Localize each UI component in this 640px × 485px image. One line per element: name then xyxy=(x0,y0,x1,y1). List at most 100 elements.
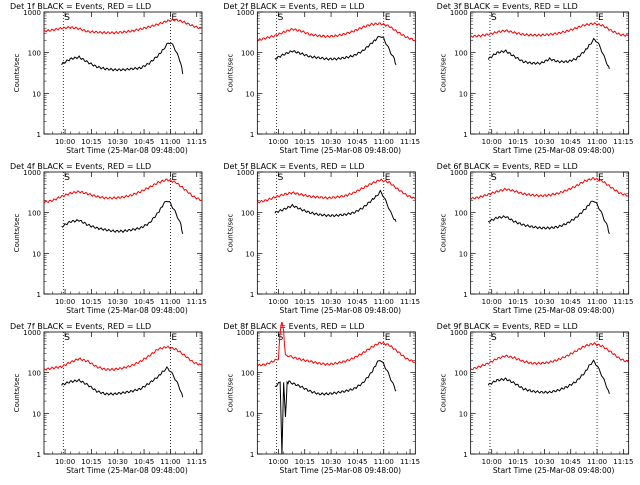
x-tick-label: 10:15 xyxy=(508,458,528,466)
marker-label-e: E xyxy=(171,173,177,183)
marker-label-e: E xyxy=(171,333,177,343)
lld-series-line xyxy=(257,22,416,42)
events-series-line xyxy=(487,359,610,395)
y-tick-label: 10 xyxy=(459,90,468,98)
marker-label-e: E xyxy=(385,333,391,343)
x-tick-label: 10:00 xyxy=(482,458,502,466)
y-tick-label: 1000 xyxy=(23,169,41,177)
events-series-line xyxy=(61,42,184,74)
lld-series-line xyxy=(470,22,629,39)
events-series-line xyxy=(487,200,610,235)
y-tick-label: 10 xyxy=(245,90,254,98)
x-axis-label: Start Time (25-Mar-08 09:48:00) xyxy=(280,306,402,315)
plot-frame xyxy=(43,11,203,135)
x-tick-label: 10:45 xyxy=(134,138,154,146)
y-tick-label: 100 xyxy=(28,370,41,378)
chart-title: Det 3f BLACK = Events, RED = LLD xyxy=(437,2,578,11)
y-tick-label: 1000 xyxy=(23,9,41,17)
series-group xyxy=(470,177,629,235)
marker-label-e: E xyxy=(171,13,177,23)
y-tick-label: 10 xyxy=(245,250,254,258)
y-tick-label: 1 xyxy=(37,131,41,139)
x-tick-label: 11:15 xyxy=(187,458,207,466)
x-tick-label: 10:15 xyxy=(295,458,315,466)
chart-title: Det 7f BLACK = Events, RED = LLD xyxy=(10,322,151,331)
x-tick-label: 10:45 xyxy=(347,138,367,146)
y-axis-label: Counts/sec xyxy=(13,214,21,253)
chart-panel-2: Det 2f BLACK = Events, RED = LLD 1 10 100 10… xyxy=(223,2,420,155)
y-tick-label: 100 xyxy=(454,370,467,378)
lld-series-line xyxy=(44,345,202,372)
lld-series-line xyxy=(257,178,416,204)
y-tick-label: 1000 xyxy=(450,169,468,177)
x-tick-label: 10:00 xyxy=(55,298,75,306)
y-axis-label: Counts/sec xyxy=(226,54,234,93)
x-tick-label: 10:45 xyxy=(347,298,367,306)
x-tick-label: 10:15 xyxy=(295,298,315,306)
x-tick-label: 11:00 xyxy=(374,458,394,466)
x-tick-label: 10:00 xyxy=(268,138,288,146)
y-tick-label: 100 xyxy=(28,50,41,58)
y-tick-label: 1 xyxy=(463,131,467,139)
series-group xyxy=(257,178,416,222)
x-tick-label: 11:15 xyxy=(187,298,207,306)
x-tick-label: 10:30 xyxy=(108,298,128,306)
chart-title: Det 5f BLACK = Events, RED = LLD xyxy=(223,162,364,171)
chart-title: Det 1f BLACK = Events, RED = LLD xyxy=(10,2,151,11)
y-tick-label: 100 xyxy=(454,50,467,58)
x-tick-label: 10:00 xyxy=(268,458,288,466)
events-series-line xyxy=(61,200,184,235)
marker-label-s: S xyxy=(278,333,284,343)
x-tick-label: 10:00 xyxy=(482,138,502,146)
x-tick-label: 10:30 xyxy=(534,138,554,146)
y-tick-label: 1 xyxy=(250,131,254,139)
series-group xyxy=(257,22,416,66)
marker-label-e: E xyxy=(385,173,391,183)
x-axis-label: Start Time (25-Mar-08 09:48:00) xyxy=(66,466,188,475)
x-tick-label: 10:15 xyxy=(508,138,528,146)
x-axis-label: Start Time (25-Mar-08 09:48:00) xyxy=(493,146,615,155)
y-tick-label: 1 xyxy=(463,291,467,299)
y-tick-label: 1000 xyxy=(450,329,468,337)
plot-frame xyxy=(470,331,630,455)
chart-panel-5: Det 5f BLACK = Events, RED = LLD 1 10 100 10… xyxy=(223,162,420,315)
x-tick-label: 11:00 xyxy=(374,298,394,306)
x-tick-label: 11:00 xyxy=(160,458,180,466)
y-tick-label: 10 xyxy=(32,90,41,98)
y-tick-label: 1000 xyxy=(237,9,255,17)
x-axis-label: Start Time (25-Mar-08 09:48:00) xyxy=(280,466,402,475)
y-axis-label: Counts/sec xyxy=(440,374,448,413)
x-tick-label: 10:30 xyxy=(321,458,341,466)
chart-title: Det 8f BLACK = Events, RED = LLD xyxy=(223,322,364,331)
y-tick-label: 1 xyxy=(250,451,254,459)
y-tick-label: 1 xyxy=(37,451,41,459)
x-tick-label: 11:15 xyxy=(400,298,420,306)
y-axis-label: Counts/sec xyxy=(13,374,21,413)
x-tick-label: 10:45 xyxy=(561,298,581,306)
x-tick-label: 10:30 xyxy=(108,138,128,146)
x-tick-label: 10:15 xyxy=(81,458,101,466)
marker-label-s: S xyxy=(64,333,70,343)
y-axis-label: Counts/sec xyxy=(226,214,234,253)
x-tick-label: 10:30 xyxy=(534,458,554,466)
y-tick-label: 100 xyxy=(454,210,467,218)
y-tick-label: 1000 xyxy=(237,169,255,177)
events-series-line xyxy=(274,35,397,66)
x-tick-label: 11:15 xyxy=(613,298,633,306)
x-tick-label: 10:45 xyxy=(347,458,367,466)
y-tick-label: 100 xyxy=(241,50,254,58)
x-axis-label: Start Time (25-Mar-08 09:48:00) xyxy=(493,466,615,475)
y-tick-label: 1 xyxy=(37,291,41,299)
chart-panel-4: Det 4f BLACK = Events, RED = LLD 1 10 100 10… xyxy=(10,162,207,315)
marker-label-e: E xyxy=(598,333,604,343)
marker-label-s: S xyxy=(491,13,497,23)
chart-title: Det 6f BLACK = Events, RED = LLD xyxy=(437,162,578,171)
marker-label-s: S xyxy=(278,13,284,23)
events-series-line xyxy=(274,360,397,454)
y-axis-label: Counts/sec xyxy=(13,54,21,93)
marker-label-e: E xyxy=(385,13,391,23)
marker-label-s: S xyxy=(278,173,284,183)
x-tick-label: 10:15 xyxy=(508,298,528,306)
x-tick-label: 10:00 xyxy=(55,138,75,146)
y-axis-label: Counts/sec xyxy=(226,374,234,413)
